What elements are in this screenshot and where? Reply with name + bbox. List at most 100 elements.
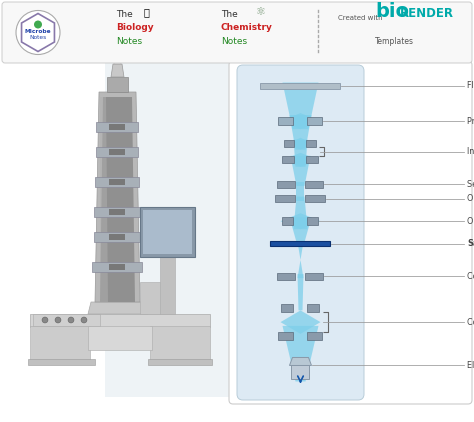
Polygon shape <box>298 242 303 260</box>
Text: Condenser aperture: Condenser aperture <box>467 272 474 281</box>
Polygon shape <box>109 124 125 130</box>
Circle shape <box>42 317 48 323</box>
Circle shape <box>81 317 87 323</box>
FancyBboxPatch shape <box>237 65 364 400</box>
Bar <box>271 241 330 246</box>
Polygon shape <box>109 179 125 185</box>
Polygon shape <box>290 115 311 150</box>
Polygon shape <box>30 326 90 362</box>
Polygon shape <box>281 113 320 129</box>
Text: 🧬: 🧬 <box>143 7 149 17</box>
FancyBboxPatch shape <box>229 61 472 404</box>
Polygon shape <box>150 326 210 362</box>
Polygon shape <box>95 177 139 187</box>
Text: Condenser lenses: Condenser lenses <box>467 318 474 327</box>
Polygon shape <box>275 195 295 202</box>
Polygon shape <box>100 97 135 302</box>
Polygon shape <box>279 117 293 125</box>
Polygon shape <box>283 153 319 167</box>
Text: Chemistry: Chemistry <box>221 23 273 32</box>
Text: Selected area aperture: Selected area aperture <box>467 179 474 189</box>
Polygon shape <box>114 54 121 64</box>
Polygon shape <box>140 282 160 314</box>
Text: RENDER: RENDER <box>400 7 454 20</box>
Text: The: The <box>116 10 133 19</box>
Polygon shape <box>283 156 294 163</box>
Polygon shape <box>281 311 320 334</box>
Polygon shape <box>298 260 303 278</box>
Bar <box>261 83 340 89</box>
Polygon shape <box>290 217 311 246</box>
Text: Notes: Notes <box>29 35 46 40</box>
Polygon shape <box>308 217 319 225</box>
Bar <box>8 2 11 34</box>
Polygon shape <box>298 274 303 311</box>
Text: bio: bio <box>375 2 409 21</box>
Circle shape <box>16 11 60 54</box>
Text: Fluorescent screen: Fluorescent screen <box>467 81 474 90</box>
Polygon shape <box>277 181 295 187</box>
Text: Templates: Templates <box>375 36 414 46</box>
Polygon shape <box>308 117 322 125</box>
Text: Microscopy (TEM): Microscopy (TEM) <box>16 18 176 33</box>
Polygon shape <box>88 326 152 350</box>
Polygon shape <box>143 210 192 254</box>
Polygon shape <box>293 197 308 229</box>
Polygon shape <box>306 195 326 202</box>
FancyBboxPatch shape <box>2 2 472 63</box>
Polygon shape <box>109 209 125 215</box>
Polygon shape <box>96 122 138 132</box>
Polygon shape <box>140 207 195 257</box>
Polygon shape <box>307 140 317 147</box>
Polygon shape <box>289 138 312 150</box>
Polygon shape <box>111 64 124 77</box>
Polygon shape <box>283 83 319 129</box>
Polygon shape <box>308 304 319 312</box>
Text: ⚛: ⚛ <box>256 7 266 17</box>
Polygon shape <box>306 181 323 187</box>
Text: Intermediate lenses: Intermediate lenses <box>467 147 474 156</box>
Polygon shape <box>109 234 125 240</box>
Text: Sample: Sample <box>467 239 474 248</box>
Polygon shape <box>308 332 322 340</box>
Text: Transmission Electron: Transmission Electron <box>16 4 215 19</box>
Polygon shape <box>283 217 293 225</box>
Circle shape <box>34 21 42 29</box>
Polygon shape <box>96 147 138 157</box>
Polygon shape <box>279 332 293 340</box>
Text: Biology: Biology <box>116 23 154 32</box>
Polygon shape <box>100 97 108 302</box>
Polygon shape <box>277 273 295 280</box>
Circle shape <box>68 317 74 323</box>
Polygon shape <box>297 182 304 200</box>
Polygon shape <box>307 156 319 163</box>
Polygon shape <box>292 365 310 379</box>
Text: Notes: Notes <box>221 36 247 46</box>
Polygon shape <box>109 264 125 270</box>
Polygon shape <box>94 207 140 217</box>
Polygon shape <box>105 62 233 397</box>
Text: Created with: Created with <box>338 15 383 22</box>
Polygon shape <box>107 77 128 92</box>
Polygon shape <box>291 156 310 186</box>
Polygon shape <box>293 140 308 167</box>
Polygon shape <box>282 304 293 312</box>
Text: Objective lens: Objective lens <box>467 216 474 226</box>
Text: Electron source: Electron source <box>467 361 474 370</box>
Polygon shape <box>88 302 148 314</box>
Polygon shape <box>95 92 140 302</box>
Polygon shape <box>92 262 142 272</box>
Text: Microbe: Microbe <box>25 29 51 34</box>
Polygon shape <box>290 357 311 365</box>
Polygon shape <box>306 273 323 280</box>
Polygon shape <box>283 326 319 381</box>
Polygon shape <box>109 149 125 155</box>
Text: Objective aperture: Objective aperture <box>467 194 474 203</box>
Polygon shape <box>33 314 100 326</box>
Polygon shape <box>160 257 175 314</box>
Polygon shape <box>284 140 294 147</box>
Polygon shape <box>148 359 212 365</box>
Polygon shape <box>28 359 95 365</box>
Text: The: The <box>221 10 238 19</box>
Polygon shape <box>281 213 320 229</box>
